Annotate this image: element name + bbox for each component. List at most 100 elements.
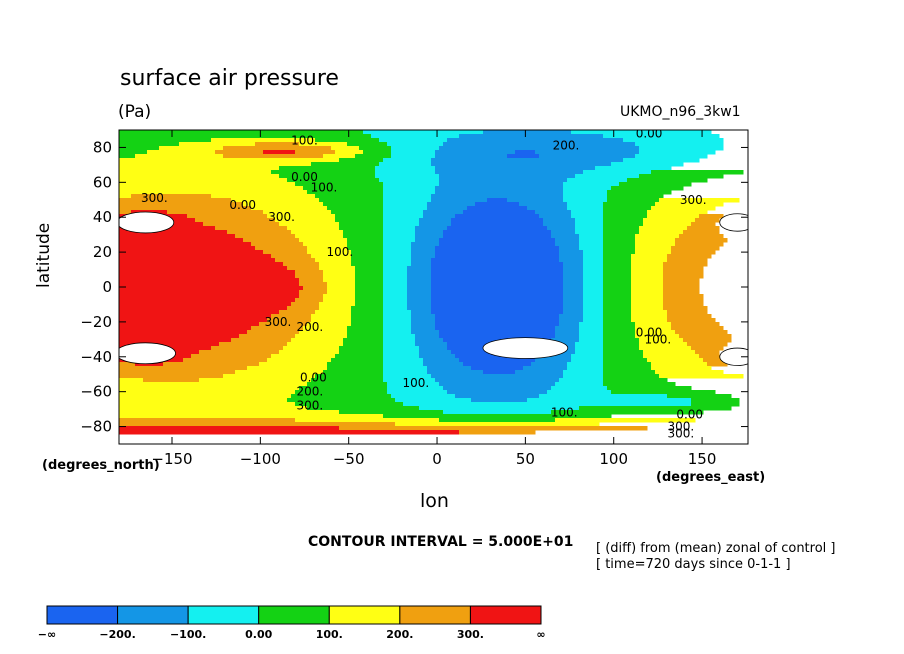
field-cell — [291, 338, 344, 343]
field-cell — [603, 134, 720, 139]
field-cell — [699, 354, 720, 359]
field-cell — [603, 238, 636, 243]
field-cell — [271, 354, 336, 359]
field-cell — [603, 314, 632, 319]
field-cell — [583, 286, 604, 291]
field-cell — [195, 218, 276, 223]
field-cell — [119, 254, 272, 259]
field-cell — [463, 210, 536, 215]
field-cell — [355, 298, 384, 303]
field-cell — [663, 302, 704, 307]
field-cell — [383, 342, 416, 347]
field-cell — [571, 130, 712, 135]
field-cell — [583, 258, 604, 263]
field-cell — [651, 170, 744, 175]
field-cell — [199, 378, 312, 383]
field-cell — [411, 254, 436, 259]
field-cell — [327, 366, 384, 371]
field-cell — [579, 326, 604, 331]
field-cell — [351, 310, 384, 315]
field-cell — [691, 346, 724, 351]
field-cell — [167, 210, 264, 215]
field-cell — [215, 226, 288, 231]
field-cell — [535, 150, 640, 155]
contour-label: 300. — [668, 420, 695, 434]
field-cell — [119, 266, 288, 271]
field-cell — [119, 130, 364, 135]
field-cell — [435, 378, 560, 383]
contour-label: 0.00 — [636, 325, 663, 339]
field-cell — [335, 150, 364, 155]
field-cell — [355, 270, 384, 275]
field-cell — [323, 278, 356, 283]
contour-label: 100. — [326, 245, 353, 259]
field-cell — [639, 338, 684, 343]
contour-label: 200. — [296, 385, 323, 399]
field-cell — [563, 270, 584, 275]
field-cell — [119, 386, 300, 391]
field-cell — [279, 174, 376, 179]
contour-label: 0.00 — [229, 198, 256, 212]
field-cell — [351, 314, 384, 319]
field-cell — [575, 226, 604, 231]
field-cell — [427, 206, 468, 211]
field-cell — [415, 230, 444, 235]
contour-interval: CONTOUR INTERVAL = 5.000E+01 — [308, 534, 574, 550]
field-cell — [411, 310, 432, 315]
field-cell — [383, 158, 432, 163]
field-cell — [431, 198, 488, 203]
field-cell — [543, 218, 576, 223]
field-cell — [347, 246, 384, 251]
field-cell — [631, 258, 668, 263]
field-cell — [603, 294, 632, 299]
field-cell — [251, 206, 328, 211]
field-cell — [435, 322, 560, 327]
field-cell — [631, 290, 664, 295]
field-cell — [119, 162, 312, 167]
field-cell — [571, 358, 604, 363]
field-cell — [295, 270, 324, 275]
field-cell — [603, 222, 644, 227]
field-cell — [563, 298, 584, 303]
field-cell — [559, 250, 584, 255]
field-cell — [119, 274, 296, 279]
field-cell — [331, 358, 384, 363]
field-cell — [583, 270, 604, 275]
field-cell — [531, 362, 568, 367]
field-cell — [583, 282, 604, 287]
colorbar-label: −100. — [170, 628, 206, 641]
field-cell — [131, 194, 212, 199]
field-cell — [583, 266, 604, 271]
field-cell — [551, 234, 580, 239]
field-cell — [411, 314, 436, 319]
field-cell — [543, 222, 576, 227]
field-cell — [431, 310, 564, 315]
field-cell — [119, 202, 244, 207]
field-cell — [575, 342, 604, 347]
field-cell — [431, 290, 564, 295]
field-cell — [539, 154, 636, 159]
field-cell — [603, 302, 632, 307]
field-cell — [339, 346, 384, 351]
field-cell — [451, 218, 544, 223]
field-cell — [383, 294, 408, 299]
field-cell — [355, 294, 384, 299]
note-line: [ time=720 days since 0-1-1 ] — [596, 557, 791, 572]
field-cell — [275, 218, 336, 223]
field-cell — [383, 334, 416, 339]
field-cell — [271, 314, 312, 319]
field-cell — [603, 350, 644, 355]
field-cell — [263, 150, 296, 155]
field-cell — [263, 250, 308, 255]
field-cell — [603, 230, 640, 235]
field-cell — [563, 374, 604, 379]
field-cell — [547, 226, 576, 231]
contour-label: 300. — [668, 427, 695, 441]
field-cell — [639, 174, 724, 179]
field-cell — [143, 378, 200, 383]
field-cell — [267, 214, 336, 219]
field-cell — [295, 234, 344, 239]
field-cell — [651, 362, 708, 367]
field-cell — [631, 266, 664, 271]
field-cell — [435, 154, 508, 159]
